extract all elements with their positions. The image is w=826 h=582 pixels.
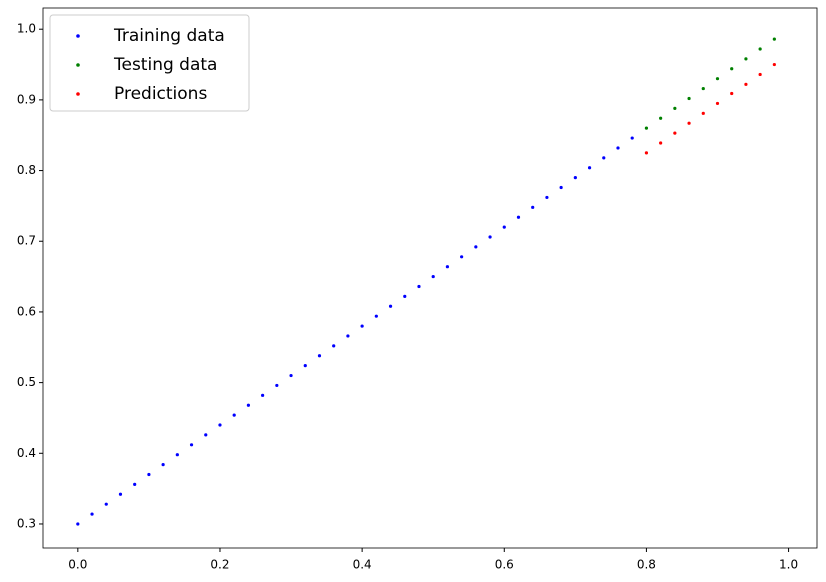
point	[76, 522, 80, 526]
point	[531, 205, 535, 209]
point	[644, 126, 649, 130]
point	[232, 413, 236, 417]
point	[730, 91, 734, 96]
point	[502, 225, 506, 229]
point	[317, 354, 322, 358]
point	[758, 47, 762, 51]
point	[772, 62, 776, 67]
legend-label: Training data	[113, 26, 225, 46]
point	[90, 512, 94, 516]
point	[403, 294, 407, 298]
point	[204, 433, 208, 437]
point	[218, 423, 222, 427]
point	[616, 146, 620, 150]
point	[303, 364, 307, 368]
point	[332, 344, 336, 348]
y-tick-label: 1.0	[17, 22, 36, 36]
point	[460, 255, 464, 259]
point	[388, 304, 393, 308]
y-tick-label: 0.9	[17, 92, 36, 106]
point	[559, 185, 563, 190]
y-tick-label: 0.4	[17, 446, 36, 460]
y-tick-label: 0.6	[17, 304, 36, 318]
point	[659, 141, 663, 145]
point	[488, 235, 492, 239]
plot-frame	[42, 7, 818, 549]
point	[659, 116, 663, 120]
point	[715, 101, 720, 106]
point	[417, 284, 421, 289]
x-tick-label: 0.8	[637, 558, 656, 572]
point	[118, 492, 123, 496]
point	[701, 86, 705, 91]
point	[374, 314, 378, 318]
point	[687, 121, 691, 125]
legend-marker	[76, 63, 80, 67]
point	[246, 403, 251, 407]
point	[673, 131, 677, 135]
point	[147, 472, 151, 477]
y-tick-label: 0.5	[17, 375, 36, 389]
x-tick-label: 0.4	[353, 558, 372, 572]
point	[175, 453, 179, 457]
point	[104, 502, 108, 506]
legend-label: Predictions	[114, 84, 207, 104]
point	[673, 106, 677, 110]
point	[289, 373, 293, 378]
point	[545, 195, 549, 200]
y-tick-label: 0.8	[17, 163, 36, 177]
point	[715, 77, 720, 81]
point	[573, 176, 577, 180]
point	[644, 151, 649, 155]
point	[161, 462, 165, 467]
point	[687, 96, 691, 101]
legend-marker	[76, 34, 80, 38]
point	[360, 324, 364, 328]
point	[189, 443, 194, 447]
point	[133, 482, 137, 486]
x-tick-label: 0.6	[495, 558, 514, 572]
point	[744, 57, 748, 61]
x-tick-label: 1.0	[779, 558, 798, 572]
x-tick-label: 0.2	[210, 558, 229, 572]
legend-box	[49, 14, 250, 112]
point	[758, 72, 762, 77]
legend-label: Testing data	[113, 55, 217, 75]
point	[701, 111, 705, 115]
point	[630, 136, 634, 140]
point	[275, 383, 279, 388]
point	[772, 37, 776, 41]
x-tick-label: 0.0	[68, 558, 87, 572]
point	[431, 274, 435, 279]
point	[261, 393, 265, 397]
y-tick-label: 0.7	[17, 234, 36, 248]
point	[346, 334, 350, 338]
point	[602, 156, 606, 160]
point	[474, 245, 478, 249]
point	[445, 265, 450, 269]
point	[730, 67, 734, 71]
point	[516, 215, 521, 219]
point	[744, 82, 748, 86]
legend-marker	[76, 92, 80, 96]
point	[587, 166, 592, 170]
y-tick-label: 0.3	[17, 516, 36, 530]
